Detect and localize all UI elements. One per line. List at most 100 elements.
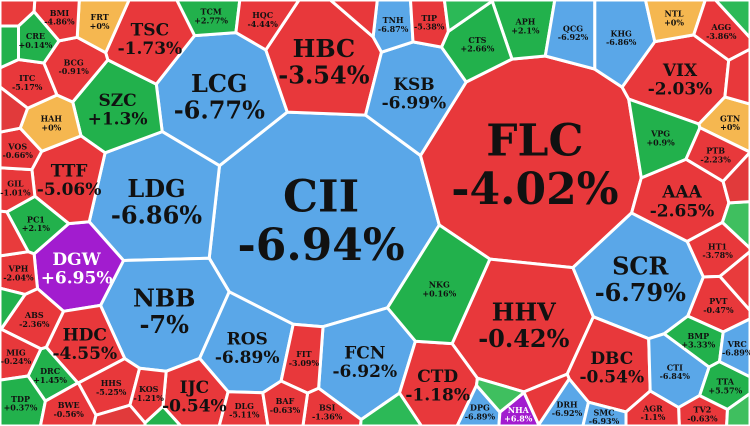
ticker-label-itc: ITC	[19, 73, 35, 83]
ticker-label-kos: KOS	[139, 384, 159, 394]
change-label-nbb: -7%	[139, 310, 189, 339]
change-label-cts: +2.66%	[461, 44, 495, 54]
change-label-szc: +1.3%	[88, 110, 148, 130]
cell-minor	[442, 0, 494, 33]
ticker-label-ksb: KSB	[393, 75, 434, 95]
ticker-label-mig: MIG	[6, 347, 26, 357]
ticker-label-agr: AGR	[642, 403, 663, 413]
change-label-tip: -5.38%	[414, 22, 445, 32]
cell-minor	[721, 150, 750, 205]
change-label-hbc: -3.54%	[278, 61, 369, 90]
ticker-label-agg: AGG	[710, 22, 731, 32]
change-label-vix: -2.03%	[648, 80, 713, 100]
cell-baf[interactable]	[261, 379, 310, 426]
ticker-label-abs: ABS	[24, 310, 44, 320]
ticker-label-cre: CRE	[26, 31, 45, 41]
change-label-cre: +0.14%	[19, 40, 53, 50]
change-label-vph: -2.04%	[3, 272, 34, 282]
change-label-mig: -0.24%	[1, 356, 32, 366]
ticker-label-drc: DRC	[40, 366, 60, 376]
cell-minor	[0, 85, 30, 134]
change-label-nha: +6.8%	[504, 414, 533, 424]
cell-minor	[725, 392, 750, 426]
ticker-label-hah: HAH	[41, 114, 63, 124]
change-label-dbc: -0.54%	[579, 368, 644, 388]
ticker-label-ijc: IJC	[180, 378, 210, 398]
ticker-label-tcm: TCM	[201, 7, 222, 17]
change-label-ldg: -6.86%	[111, 200, 202, 229]
change-label-aaa: -2.65%	[650, 201, 715, 221]
change-label-dpg: -6.89%	[465, 411, 496, 421]
ticker-label-scr: SCR	[612, 252, 669, 281]
cell-agg[interactable]	[692, 0, 750, 62]
change-label-agg: -3.86%	[706, 31, 737, 41]
change-label-vos: -0.66%	[2, 150, 33, 160]
change-label-lcg: -6.77%	[174, 95, 265, 124]
change-label-hhv: -0.42%	[478, 324, 569, 353]
change-label-vrc: -6.89%	[722, 348, 750, 358]
ticker-label-khg: KHG	[611, 28, 633, 38]
ticker-label-vix: VIX	[662, 61, 698, 81]
change-label-kos: -1.21%	[133, 393, 164, 403]
ticker-label-ntl: NTL	[665, 9, 684, 19]
change-label-tv2: -0.63%	[687, 413, 718, 423]
cell-minor	[0, 209, 30, 258]
ticker-label-qcg: QCG	[563, 23, 583, 33]
change-label-gil: -1.01%	[0, 187, 31, 197]
cell-qcg[interactable]	[543, 0, 597, 71]
change-label-hhs: -5.25%	[96, 387, 127, 397]
change-label-ptb: -2.23%	[700, 154, 731, 164]
ticker-label-hbc: HBC	[293, 34, 356, 63]
cell-vrc[interactable]	[718, 317, 750, 379]
ticker-label-ctd: CTD	[417, 367, 458, 387]
cell-minor	[718, 250, 750, 312]
cell-vos[interactable]	[0, 126, 44, 172]
change-label-tsc: -1.73%	[118, 39, 183, 59]
cell-nkg[interactable]	[386, 223, 492, 346]
ticker-label-aph: APH	[515, 17, 536, 27]
ticker-label-hqc: HQC	[252, 10, 273, 20]
cell-minor	[475, 376, 526, 414]
cell-minor	[0, 0, 37, 28]
cell-minor	[328, 0, 379, 39]
change-label-bcg: -0.91%	[58, 66, 89, 76]
change-label-khg: -6.86%	[606, 37, 637, 47]
change-label-flc: -4.02%	[451, 164, 618, 215]
ticker-label-lcg: LCG	[191, 69, 247, 98]
cell-minor	[723, 47, 750, 106]
ticker-label-bwe: BWE	[58, 400, 80, 410]
change-label-agr: -1.1%	[640, 412, 665, 422]
ticker-label-ttf: TTF	[51, 161, 88, 181]
ticker-label-aaa: AAA	[661, 183, 702, 203]
change-label-scr: -6.79%	[595, 278, 686, 307]
cell-minor	[359, 391, 423, 426]
ticker-label-fcn: FCN	[344, 344, 385, 364]
change-label-frt: +0%	[90, 21, 110, 31]
change-label-itc: -5.17%	[12, 82, 43, 92]
ticker-label-hhv: HHV	[492, 298, 556, 327]
ticker-label-tv2: TV2	[694, 405, 712, 415]
change-label-bmp: +3.33%	[681, 340, 715, 350]
cell-agr[interactable]	[624, 389, 681, 426]
ticker-label-ptb: PTB	[706, 146, 725, 156]
cell-minor	[91, 403, 147, 426]
ticker-label-hdc: HDC	[63, 325, 107, 345]
ticker-label-drh: DRH	[556, 399, 578, 409]
cell-hqc[interactable]	[234, 0, 301, 52]
ticker-label-gtn: GTN	[720, 113, 740, 123]
ticker-label-vrc: VRC	[727, 339, 747, 349]
change-label-hqc: -4.44%	[247, 19, 278, 29]
change-label-gtn: +0%	[720, 122, 740, 132]
cell-tip[interactable]	[409, 0, 450, 49]
cell-smc[interactable]	[581, 400, 628, 426]
ticker-label-fit: FIT	[296, 349, 311, 359]
change-label-pvt: -0.47%	[703, 305, 734, 315]
change-label-abs: -2.36%	[19, 319, 50, 329]
change-label-hdc: -4.55%	[52, 344, 117, 364]
ticker-label-nkg: NKG	[429, 280, 450, 290]
cell-minor	[0, 24, 20, 70]
ticker-label-vpg: VPG	[650, 129, 670, 139]
change-label-ttf: -5.06%	[37, 180, 102, 200]
ticker-label-cii: CII	[283, 172, 359, 223]
